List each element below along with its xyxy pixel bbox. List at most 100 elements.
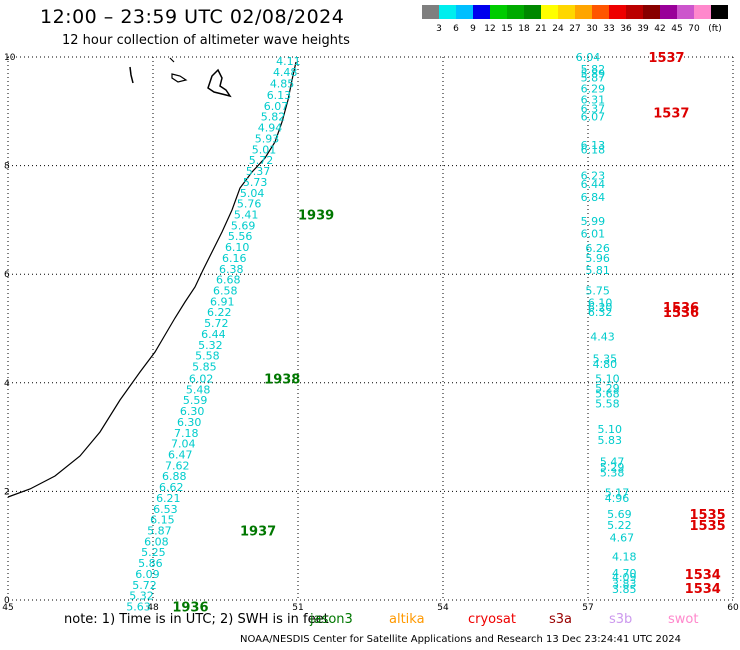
time-label: 1535	[690, 508, 726, 523]
wave-height-label: 6.16	[222, 252, 247, 265]
colorbar-label: 15	[501, 24, 512, 34]
wave-height-label: 5.38	[600, 466, 625, 479]
colorbar-label: 33	[603, 24, 614, 34]
time-label: 1937	[240, 524, 276, 539]
wave-height-label: 6.31	[581, 93, 606, 106]
colorbar-label: 30	[586, 24, 598, 34]
colorbar-label: 45	[671, 24, 682, 34]
x-tick-label: 57	[582, 603, 593, 613]
x-tick-label: 60	[727, 603, 739, 613]
wave-height-label: 5.68	[595, 388, 620, 401]
colorbar-label: 27	[569, 24, 580, 34]
colorbar-swatch	[524, 5, 541, 19]
wave-height-label: 6.13	[267, 89, 292, 102]
colorbar-swatch	[575, 5, 592, 19]
wave-height-label: 5.58	[595, 397, 620, 410]
wave-height-label: 5.81	[585, 264, 610, 277]
wave-height-label: 5.17	[605, 486, 630, 499]
wave-height-label: 6.07	[264, 100, 289, 113]
wave-height-label: 5.59	[183, 394, 208, 407]
wave-height-label: 5.48	[186, 383, 211, 396]
wave-height-label: 4.70	[612, 567, 637, 580]
wave-height-label: 5.10	[595, 372, 620, 385]
wave-height-label: 5.82	[581, 63, 606, 76]
wave-height-label: 6.30	[177, 416, 202, 429]
y-tick-label: 8	[4, 162, 10, 172]
colorbar-swatch	[592, 5, 609, 19]
page-title: 12:00 – 23:59 UTC 02/08/2024	[40, 6, 345, 28]
wave-height-label: 4.09	[612, 571, 637, 584]
wave-height-label: 5.22	[607, 519, 632, 532]
wave-height-label: 6.38	[219, 263, 244, 276]
time-label: 1535	[690, 519, 726, 534]
wave-height-label: 5.73	[243, 176, 268, 189]
wave-height-label: 4.43	[590, 331, 615, 344]
wave-height-label: 5.04	[240, 187, 265, 200]
wave-height-label: 6.62	[159, 481, 184, 494]
coastline	[7, 61, 297, 498]
y-tick-label: 4	[4, 379, 10, 389]
colorbar-swatch	[694, 5, 711, 19]
wave-height-label: 6.09	[135, 568, 160, 581]
note-text: note: 1) Time is in UTC; 2) SWH is in fe…	[64, 612, 329, 627]
wave-height-label: 4.85	[270, 78, 295, 91]
time-label: 1534	[685, 582, 721, 597]
wave-height-label: 5.93	[255, 132, 280, 145]
time-label: 1536	[663, 306, 699, 321]
wave-height-label: 6.23	[581, 169, 606, 182]
wave-height-label: 4.94	[258, 122, 283, 135]
wave-height-label: 4.96	[605, 492, 630, 505]
wave-height-label: 4.80	[593, 358, 618, 371]
colorbar-label: 36	[620, 24, 632, 34]
y-tick-label: 10	[4, 53, 16, 63]
colorbar-label: 21	[535, 24, 546, 34]
colorbar-swatch	[490, 5, 507, 19]
wave-height-label: 5.37	[246, 165, 271, 178]
wave-height-label: 7.62	[165, 459, 190, 472]
note-line: note: 1) Time is in UTC; 2) SWH is in fe…	[64, 612, 329, 627]
wave-height-label: 6.47	[168, 448, 193, 461]
wave-height-label: 6.26	[585, 242, 610, 255]
wave-height-label: 5.99	[581, 215, 606, 228]
wave-height-label: 5.72	[204, 317, 229, 330]
colorbar-swatch	[439, 5, 456, 19]
wave-height-label: 5.01	[252, 143, 277, 156]
wave-height-label: 5.32	[198, 339, 223, 352]
wave-height-label: 6.37	[581, 103, 606, 116]
x-tick-label: 45	[2, 603, 13, 613]
wave-height-label: 6.68	[216, 274, 241, 287]
satellite-label-altika: altika	[389, 612, 425, 627]
wave-height-label: 5.32	[129, 590, 154, 603]
wave-height-label: 5.41	[234, 208, 259, 221]
satellite-label-swot: swot	[668, 612, 699, 627]
wave-height-label: 6.91	[210, 295, 235, 308]
wave-height-label: 5.83	[598, 434, 623, 447]
colorbar-label: 42	[654, 24, 665, 34]
wave-height-label: 6.20	[588, 301, 613, 314]
colorbar-swatch	[541, 5, 558, 19]
colorbar-swatch	[643, 5, 660, 19]
wave-height-label: 4.18	[612, 551, 637, 564]
colorbar-swatch	[422, 5, 439, 19]
time-label: 1537	[648, 51, 684, 66]
wave-height-label: 6.21	[156, 492, 181, 505]
colorbar-label: 39	[637, 24, 649, 34]
colorbar-swatch	[626, 5, 643, 19]
wave-height-label: 4.67	[610, 532, 635, 545]
wave-height-label: 6.10	[588, 296, 613, 309]
x-tick-label: 48	[147, 603, 159, 613]
wave-height-label: 6.88	[162, 470, 187, 483]
wave-height-label: 5.72	[132, 579, 157, 592]
wave-height-label: 5.25	[141, 546, 166, 559]
wave-height-label: 5.75	[585, 284, 610, 297]
wave-height-label: 6.29	[581, 82, 606, 95]
wave-height-label: 5.29	[595, 382, 620, 395]
wave-height-label: 6.08	[144, 535, 169, 548]
colorbar-swatch	[473, 5, 490, 19]
wave-height-label: 5.76	[237, 198, 262, 211]
x-tick-label: 54	[437, 603, 449, 613]
wave-height-label: 5.85	[192, 361, 217, 374]
wave-height-label: 6.32	[588, 306, 613, 319]
wave-height-label: 5.87	[147, 524, 172, 537]
